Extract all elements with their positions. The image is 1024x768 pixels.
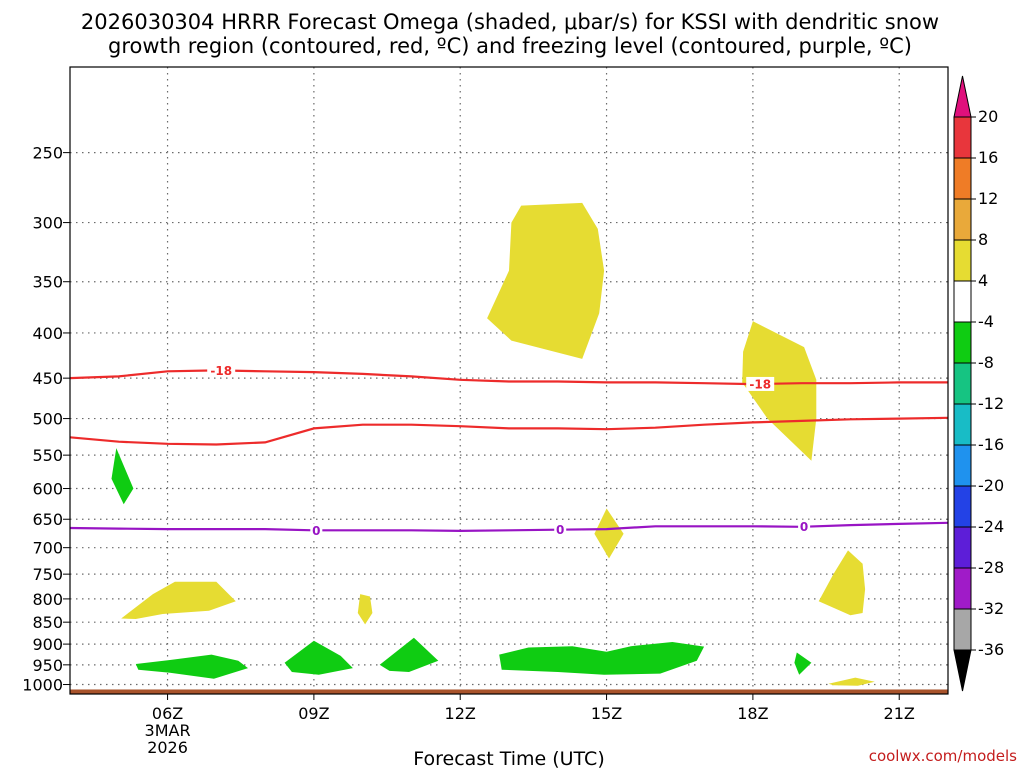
colorbar-segment--24--20	[953, 485, 972, 528]
y-tick-label-950: 950	[32, 656, 63, 675]
colorbar-label-1: 16	[978, 148, 998, 167]
omega-region-low-negative-a	[135, 654, 248, 679]
plot-frame	[69, 66, 949, 695]
colorbar-label-7: -12	[978, 394, 1004, 413]
omega-region-surface-positive	[828, 677, 875, 686]
omega-region-upper-negative	[111, 448, 134, 505]
y-tick-label-350: 350	[32, 273, 63, 292]
x-tick-label-18Z: 18Z	[737, 704, 768, 723]
colorbar-label-5: -4	[978, 312, 994, 331]
isotherm-minus-18-label-0: -18	[210, 364, 232, 378]
colorbar-label-10: -24	[978, 517, 1004, 536]
y-tick-label-750: 750	[32, 565, 63, 584]
freezing-level-0c-label-bg-0	[310, 523, 323, 538]
isotherm-minus-18-label-bg-1	[746, 376, 775, 391]
freezing-level-0c-label-1: 0	[556, 523, 564, 537]
y-tick-label-550: 550	[32, 446, 63, 465]
x-date-label: 3MAR	[145, 721, 191, 740]
colorbar-segment--36--32	[953, 608, 972, 651]
colorbar-segment-12-16	[953, 157, 972, 200]
colorbar-label-11: -28	[978, 558, 1004, 577]
x-tick-label-15Z: 15Z	[591, 704, 622, 723]
y-tick-label-650: 650	[32, 510, 63, 529]
x-tick-label-21Z: 21Z	[884, 704, 915, 723]
x-axis-label: Forecast Time (UTC)	[413, 748, 604, 768]
colorbar-label-4: 4	[978, 271, 988, 290]
y-tick-label-400: 400	[32, 324, 63, 343]
colorbar-segment--4-4	[953, 280, 972, 323]
colorbar-segment-16-20	[953, 116, 972, 159]
colorbar-segment--32--28	[953, 567, 972, 610]
colorbar-segment-8-12	[953, 198, 972, 241]
y-tick-label-700: 700	[32, 539, 63, 558]
credit-text[interactable]: coolwx.com/models	[869, 747, 1017, 765]
omega-region-low-positive-right	[818, 550, 866, 616]
y-tick-label-600: 600	[32, 480, 63, 499]
colorbar-segment-4-8	[953, 239, 972, 282]
y-tick-label-1000: 1000	[22, 676, 63, 695]
colorbar-label-9: -20	[978, 476, 1004, 495]
omega-region-mid-positive	[742, 321, 817, 461]
isotherm-minus-12	[69, 416, 949, 446]
x-year-label: 2026	[147, 738, 188, 757]
colorbar-label-12: -32	[978, 599, 1004, 618]
omega-region-small-positive-1500	[594, 508, 624, 559]
colorbar-segment--28--24	[953, 526, 972, 569]
y-tick-label-900: 900	[32, 635, 63, 654]
x-tick-label-12Z: 12Z	[445, 704, 476, 723]
y-tick-label-500: 500	[32, 410, 63, 429]
freezing-level-0c-label-bg-1	[554, 522, 567, 537]
x-tick-label-06Z: 06Z	[152, 704, 183, 723]
colorbar-segment--12--8	[953, 362, 972, 405]
freezing-level-0c-label-bg-2	[798, 519, 811, 534]
y-tick-label-300: 300	[32, 214, 63, 233]
chart-title-line-2: growth region (contoured, red, ºC) and f…	[108, 34, 912, 58]
y-tick-label-800: 800	[32, 590, 63, 609]
colorbar-label-6: -8	[978, 353, 994, 372]
omega-region-low-negative-b	[284, 640, 353, 675]
omega-region-small-negative-1900	[794, 652, 812, 675]
omega-region-upper-positive	[487, 202, 605, 359]
colorbar-label-13: -36	[978, 640, 1004, 659]
colorbar-label-2: 12	[978, 189, 998, 208]
colorbar-top-arrow	[953, 75, 972, 118]
terrain-strip	[70, 689, 948, 694]
colorbar-segment--20--16	[953, 444, 972, 487]
omega-region-low-negative-c	[379, 637, 439, 672]
omega-region-low-positive-left	[121, 581, 236, 619]
omega-region-low-negative-d	[499, 642, 705, 675]
isotherm-minus-18-label-1: -18	[749, 377, 771, 391]
colorbar-segment--16--12	[953, 403, 972, 446]
colorbar-bottom-arrow	[953, 649, 972, 692]
colorbar-segment--8--4	[953, 321, 972, 364]
freezing-level-0c-label-0: 0	[312, 524, 320, 538]
colorbar-label-0: 20	[978, 107, 998, 126]
freezing-level-0c	[69, 521, 949, 533]
freezing-level-0c-label-2: 0	[800, 520, 808, 534]
y-tick-label-250: 250	[32, 144, 63, 163]
colorbar-label-8: -16	[978, 435, 1004, 454]
colorbar-label-3: 8	[978, 230, 988, 249]
isotherm-minus-18-label-bg-0	[207, 363, 236, 378]
y-tick-label-850: 850	[32, 613, 63, 632]
chart-title-line-1: 2026030304 HRRR Forecast Omega (shaded, …	[81, 10, 939, 34]
omega-region-small-positive-0950	[357, 594, 373, 625]
x-tick-label-09Z: 09Z	[298, 704, 329, 723]
y-tick-label-450: 450	[32, 369, 63, 388]
